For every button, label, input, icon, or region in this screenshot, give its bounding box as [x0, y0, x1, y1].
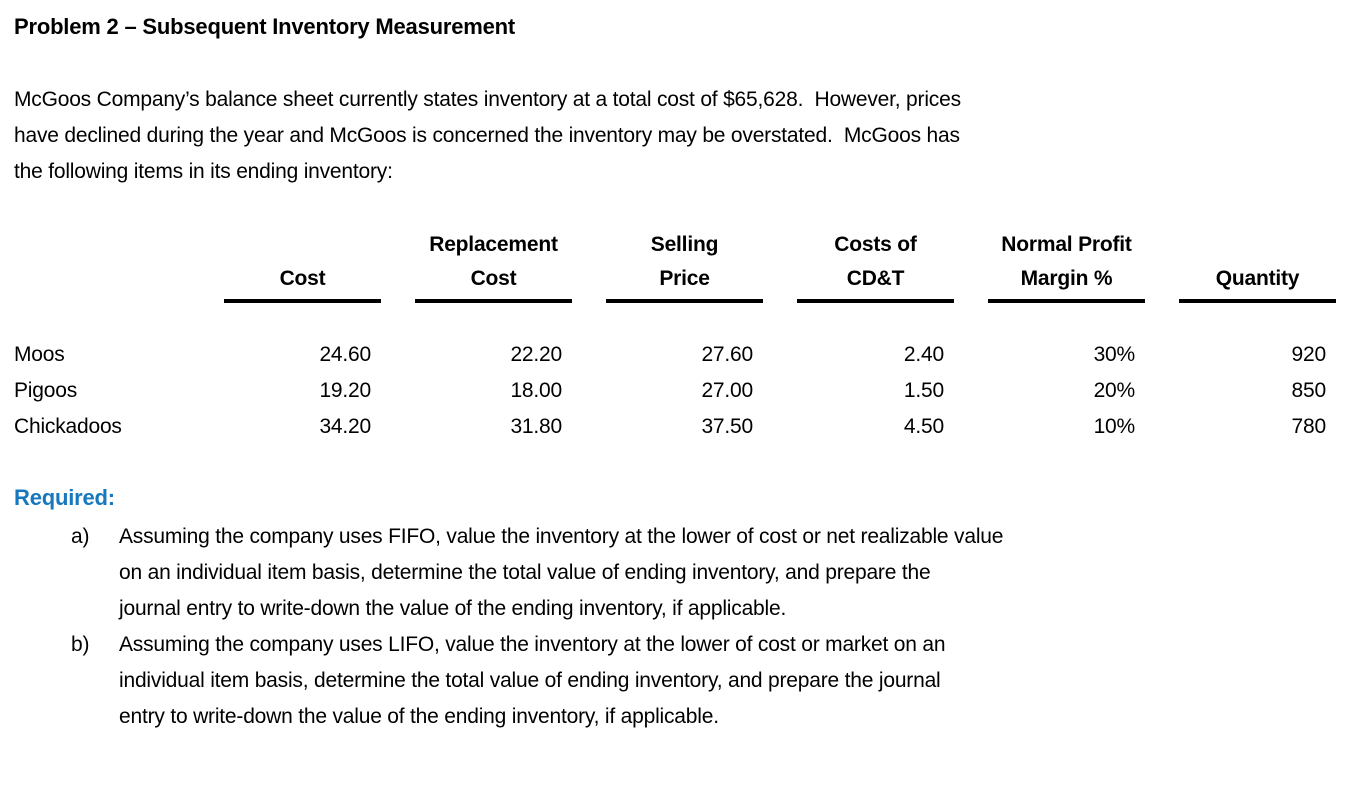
column-header-line: [224, 228, 381, 262]
column-header-line: [1179, 228, 1336, 262]
costs-of-cdt-value: 2.40: [903, 343, 944, 366]
column-header-line: Quantity: [1215, 267, 1300, 290]
selling-price-value: 27.00: [701, 379, 753, 402]
normal-profit-margin-value: 30%: [1093, 343, 1136, 366]
cost-value: 34.20: [319, 415, 371, 438]
page-title: Problem 2 – Subsequent Inventory Measure…: [14, 14, 516, 39]
table-row-pigoos: Pigoos 19.20 18.00 27.00 1.50 20% 850: [14, 373, 1354, 409]
intro-paragraph: McGoos Company’s balance sheet currently…: [14, 88, 961, 183]
table-body: Moos 24.60 22.20 27.60 2.40 30% 920 Pigo…: [14, 337, 1354, 445]
item-label: Pigoos: [14, 379, 78, 402]
column-header-replacement-cost: Replacement Cost: [415, 228, 572, 303]
cost-value: 24.60: [319, 343, 371, 366]
quantity-value: 850: [1291, 379, 1327, 402]
column-header-line: Replacement: [429, 233, 558, 256]
column-header-normal-profit-margin: Normal Profit Margin %: [988, 228, 1145, 303]
column-header-line: Cost: [279, 267, 326, 290]
required-item-b: b) Assuming the company uses LIFO, value…: [71, 627, 1354, 735]
item-label: Moos: [14, 343, 65, 366]
column-header-quantity: Quantity: [1179, 228, 1336, 303]
selling-price-value: 27.60: [701, 343, 753, 366]
costs-of-cdt-value: 1.50: [903, 379, 944, 402]
column-header-line: Costs of: [834, 233, 917, 256]
item-column-header-spacer: [14, 228, 190, 303]
column-header-line: Margin %: [1020, 267, 1113, 290]
required-item-a: a) Assuming the company uses FIFO, value…: [71, 519, 1354, 627]
column-header-line: Selling: [650, 233, 719, 256]
replacement-cost-value: 18.00: [510, 379, 562, 402]
item-label: Chickadoos: [14, 415, 122, 438]
cost-value: 19.20: [319, 379, 371, 402]
costs-of-cdt-value: 4.50: [903, 415, 944, 438]
selling-price-value: 37.50: [701, 415, 753, 438]
list-marker: b): [71, 633, 90, 656]
replacement-cost-value: 31.80: [510, 415, 562, 438]
table-row-chickadoos: Chickadoos 34.20 31.80 37.50 4.50 10% 78…: [14, 409, 1354, 445]
list-item-text: Assuming the company uses LIFO, value th…: [119, 633, 946, 728]
table-row-moos: Moos 24.60 22.20 27.60 2.40 30% 920: [14, 337, 1354, 373]
required-heading: Required:: [14, 485, 115, 510]
normal-profit-margin-value: 10%: [1093, 415, 1136, 438]
column-header-cost: Cost: [224, 228, 381, 303]
column-header-line: CD&T: [846, 267, 905, 290]
quantity-value: 920: [1291, 343, 1327, 366]
normal-profit-margin-value: 20%: [1093, 379, 1136, 402]
list-item-text: Assuming the company uses FIFO, value th…: [119, 525, 1004, 620]
required-list: a) Assuming the company uses FIFO, value…: [14, 519, 1354, 735]
column-header-line: Price: [659, 267, 710, 290]
column-header-line: Cost: [470, 267, 517, 290]
inventory-table: Cost Replacement Cost Selling Price Cost…: [14, 228, 1354, 445]
table-header-row: Cost Replacement Cost Selling Price Cost…: [14, 228, 1354, 303]
quantity-value: 780: [1291, 415, 1327, 438]
column-header-costs-of-cdt: Costs of CD&T: [797, 228, 954, 303]
column-header-selling-price: Selling Price: [606, 228, 763, 303]
replacement-cost-value: 22.20: [510, 343, 562, 366]
column-header-line: Normal Profit: [1001, 233, 1132, 256]
list-marker: a): [71, 525, 90, 548]
